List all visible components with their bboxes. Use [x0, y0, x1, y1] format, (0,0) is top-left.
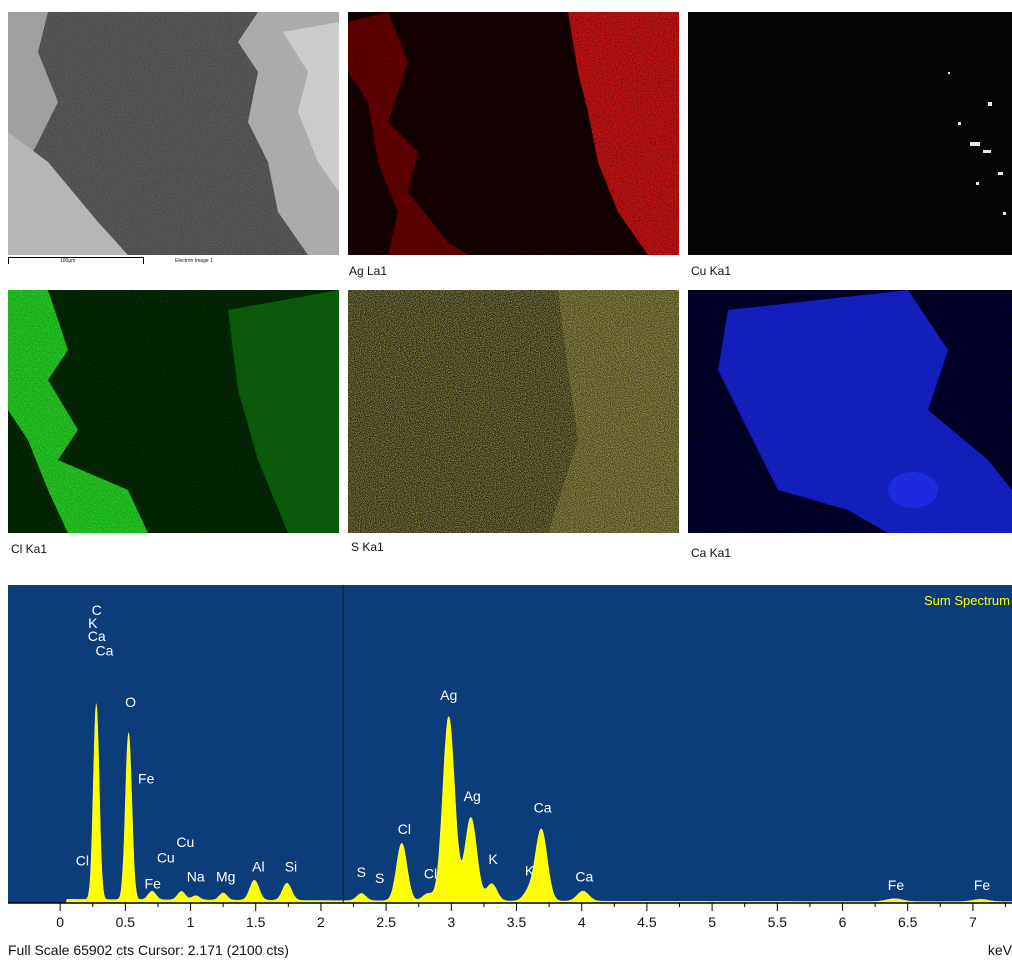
- peak-label: Cl: [398, 821, 411, 837]
- ca-map-panel: [688, 290, 1012, 533]
- peak-label: Cu: [176, 834, 194, 850]
- cu-map-panel: [688, 12, 1012, 255]
- electron-image-panel: [8, 12, 339, 255]
- scale-bar: [8, 257, 144, 264]
- x-tick-label: 6.5: [898, 914, 918, 930]
- peak-label: Cl: [76, 853, 89, 869]
- x-tick-label: 5: [708, 914, 716, 930]
- s-map-label: S Ka1: [351, 540, 384, 554]
- ag-map-label: Ag La1: [349, 264, 388, 278]
- peak-label: S: [375, 870, 384, 886]
- s-map-panel: [348, 290, 679, 533]
- x-tick-label: 3.5: [507, 914, 527, 930]
- sum-spectrum-chart: 0 0.5 1 1.5 2 2.5 3 3.5 4 4.5 5 5.5 6 6.5 7 C K Ca Ca O Fe C…: [8, 585, 1012, 960]
- ag-map: [348, 12, 679, 255]
- peak-label: Fe: [888, 877, 905, 893]
- ag-map-panel: [348, 12, 679, 255]
- peak-label: Ca: [534, 799, 552, 815]
- plot-area: [8, 585, 1012, 903]
- peak-label: Cu: [157, 850, 175, 866]
- scale-bar-label: 100µm: [60, 258, 76, 264]
- peak-label: Cl: [424, 866, 437, 882]
- peak-label: Fe: [974, 877, 991, 893]
- x-tick-label: 2: [317, 914, 325, 930]
- peak-label: Si: [285, 858, 297, 874]
- x-tick-label: 5.5: [768, 914, 788, 930]
- x-tick-label: 3: [447, 914, 455, 930]
- ca-map-label: Ca Ka1: [691, 546, 732, 560]
- peak-label: Fe: [138, 770, 155, 786]
- x-tick-label: 1.5: [246, 914, 266, 930]
- peak-label: Ca: [96, 642, 114, 658]
- cl-map-panel: [8, 290, 339, 533]
- peak-label: K: [488, 851, 498, 867]
- peak-label: Ag: [440, 687, 457, 703]
- ca-map: [688, 290, 1012, 533]
- peak-label: S: [357, 864, 366, 880]
- peak-label: O: [125, 694, 136, 710]
- peak-label: Ca: [575, 868, 593, 884]
- x-tick-label: 4.5: [637, 914, 657, 930]
- x-tick-label: 4: [578, 914, 586, 930]
- x-tick-label: 0: [56, 914, 64, 930]
- peak-label: K: [88, 615, 98, 631]
- electron-image: [8, 12, 339, 255]
- x-tick-label: 7: [969, 914, 977, 930]
- peak-label: Al: [252, 858, 264, 874]
- electron-image-label: Electron Image 1: [175, 258, 213, 264]
- x-tick-label: 0.5: [116, 914, 136, 930]
- x-tick-label: 2.5: [376, 914, 396, 930]
- x-tick-label: 6: [839, 914, 847, 930]
- cl-map: [8, 290, 339, 533]
- peak-label: K: [525, 863, 535, 879]
- peak-label: Mg: [216, 868, 235, 884]
- cu-map-label: Cu Ka1: [691, 264, 732, 278]
- peak-label: Ag: [464, 788, 481, 804]
- peak-label: Fe: [145, 876, 162, 892]
- peak-label: Ca: [88, 628, 106, 644]
- cu-map: [688, 12, 1012, 255]
- spectrum-svg: 0 0.5 1 1.5 2 2.5 3 3.5 4 4.5 5 5.5 6 6.5 7 CKCaCaOFeC…: [8, 585, 1012, 958]
- x-axis-unit: keV: [988, 942, 1012, 958]
- x-tick-label: 1: [187, 914, 195, 930]
- peak-label: C: [92, 602, 102, 618]
- peak-label: Na: [187, 868, 205, 884]
- spectrum-title: Sum Spectrum: [924, 593, 1010, 608]
- cl-map-label: Cl Ka1: [11, 542, 48, 556]
- s-map: [348, 290, 679, 533]
- spectrum-footer: Full Scale 65902 cts Cursor: 2.171 (2100…: [8, 942, 289, 958]
- spectrum-area: [8, 703, 1012, 904]
